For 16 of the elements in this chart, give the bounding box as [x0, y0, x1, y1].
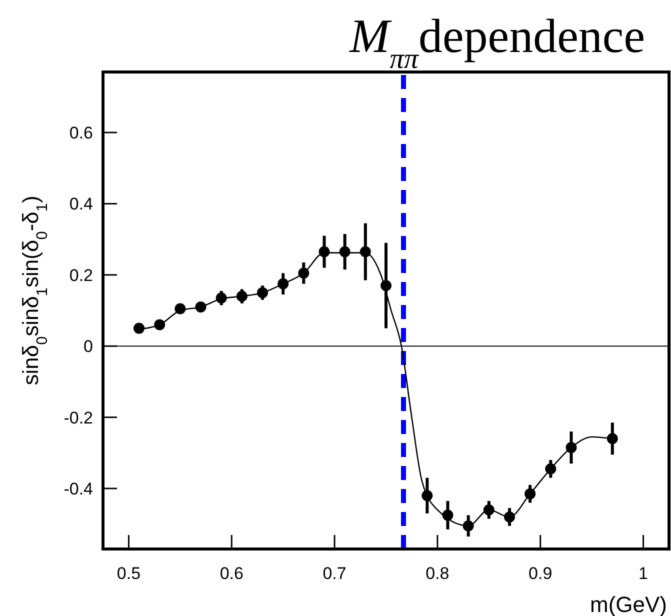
x-tick-label: 1: [638, 564, 648, 583]
x-tick-label: 0.8: [426, 564, 450, 583]
x-tick-label: 0.9: [528, 564, 552, 583]
x-tick-label: 0.7: [322, 564, 346, 583]
x-tick-label: 0.5: [116, 564, 141, 583]
y-tick-label: 0.4: [69, 194, 93, 214]
y-tick-label: -0.4: [64, 479, 93, 498]
point: [174, 303, 186, 314]
y-tick-label: 0.2: [69, 266, 93, 285]
y-tick-label: -0.2: [64, 408, 93, 428]
point: [606, 433, 618, 444]
x-tick-label: 0.6: [220, 564, 244, 583]
point: [134, 322, 145, 334]
y-tick-label: 0.6: [69, 124, 93, 143]
chart-title: M$_{ππ}$dependence: [348, 10, 645, 75]
y-tick-label: 0: [84, 337, 93, 356]
